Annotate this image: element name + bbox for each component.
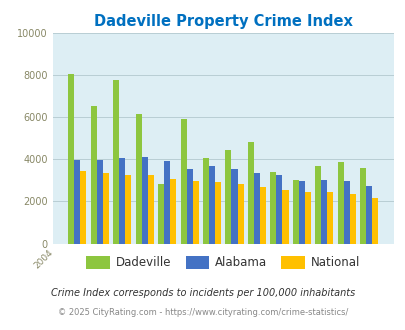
Bar <box>359 168 365 244</box>
Bar <box>119 158 125 244</box>
Text: © 2025 CityRating.com - https://www.cityrating.com/crime-statistics/: © 2025 CityRating.com - https://www.city… <box>58 308 347 317</box>
Bar <box>276 175 282 244</box>
Bar <box>314 166 320 244</box>
Bar <box>371 198 377 244</box>
Bar <box>135 114 141 244</box>
Bar <box>298 182 304 244</box>
Bar <box>326 192 333 244</box>
Bar <box>237 183 243 244</box>
Bar <box>349 194 355 244</box>
Bar <box>282 190 288 244</box>
Bar <box>125 175 131 244</box>
Bar <box>90 106 96 244</box>
Bar <box>141 157 147 244</box>
Bar <box>270 172 276 244</box>
Bar <box>202 158 209 244</box>
Bar <box>320 181 326 244</box>
Bar <box>292 181 298 244</box>
Bar <box>337 162 343 244</box>
Title: Dadeville Property Crime Index: Dadeville Property Crime Index <box>94 14 352 29</box>
Bar <box>259 187 265 244</box>
Legend: Dadeville, Alabama, National: Dadeville, Alabama, National <box>81 251 364 274</box>
Bar <box>365 186 371 244</box>
Bar <box>96 160 102 244</box>
Bar <box>113 81 119 244</box>
Bar <box>80 171 86 244</box>
Bar <box>304 192 310 244</box>
Bar <box>215 182 221 244</box>
Bar <box>225 150 231 244</box>
Bar <box>192 182 198 244</box>
Bar <box>147 175 153 244</box>
Bar <box>253 173 259 244</box>
Bar <box>247 143 253 244</box>
Bar <box>231 169 237 244</box>
Bar <box>180 119 186 244</box>
Bar <box>164 161 170 244</box>
Bar <box>158 183 164 244</box>
Bar <box>209 166 215 244</box>
Bar <box>102 173 109 244</box>
Bar <box>74 160 80 244</box>
Bar <box>68 74 74 244</box>
Bar <box>170 179 176 244</box>
Bar <box>343 182 349 244</box>
Bar <box>186 169 192 244</box>
Text: Crime Index corresponds to incidents per 100,000 inhabitants: Crime Index corresponds to incidents per… <box>51 288 354 298</box>
